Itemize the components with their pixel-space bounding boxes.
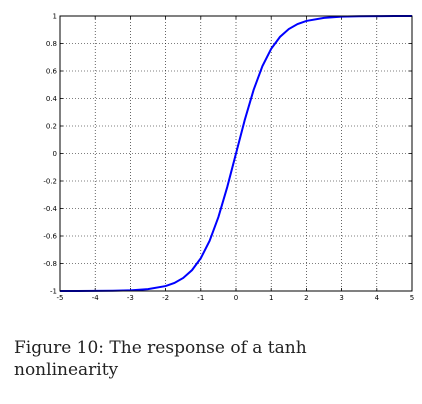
- x-tick-label: -5: [57, 294, 64, 302]
- grid-lines: [60, 16, 412, 291]
- y-tick-label: 0.6: [46, 68, 58, 76]
- y-tick-label: -0.6: [43, 233, 57, 241]
- y-tick-label: -1: [50, 288, 57, 296]
- x-tick-label: 5: [410, 294, 414, 302]
- tanh-curve-line: [59, 15, 413, 292]
- y-tick-label: -0.4: [43, 205, 57, 213]
- x-tick-label: -1: [197, 294, 204, 302]
- y-tick-label: 0.8: [46, 40, 57, 48]
- x-tick-label: 1: [269, 294, 273, 302]
- plot-frame: [59, 15, 413, 292]
- y-tick-label: 1: [53, 13, 57, 21]
- x-tick-label: -2: [162, 294, 169, 302]
- y-tick-label: -0.2: [43, 178, 57, 186]
- figure-caption: Figure 10: The response of a tanh nonlin…: [14, 338, 307, 380]
- x-tick-label: 0: [234, 294, 238, 302]
- y-tick-label: 0: [53, 150, 57, 158]
- x-tick-label: 2: [304, 294, 308, 302]
- y-tick-label: 0.4: [46, 95, 58, 103]
- x-tick-label: 3: [339, 294, 343, 302]
- tanh-chart: -5 -4 -3 -2 -1 0 1 2 3 4 5 -1 -0.8 -0.6 -0.4 -0.2 0 0.2 0…: [43, 13, 414, 303]
- x-tick-label: -4: [92, 294, 100, 302]
- y-tick-label: 0.2: [46, 123, 57, 131]
- x-tick-label: -3: [127, 294, 134, 302]
- x-tick-label: 4: [375, 294, 380, 302]
- y-tick-label: -0.8: [43, 260, 57, 268]
